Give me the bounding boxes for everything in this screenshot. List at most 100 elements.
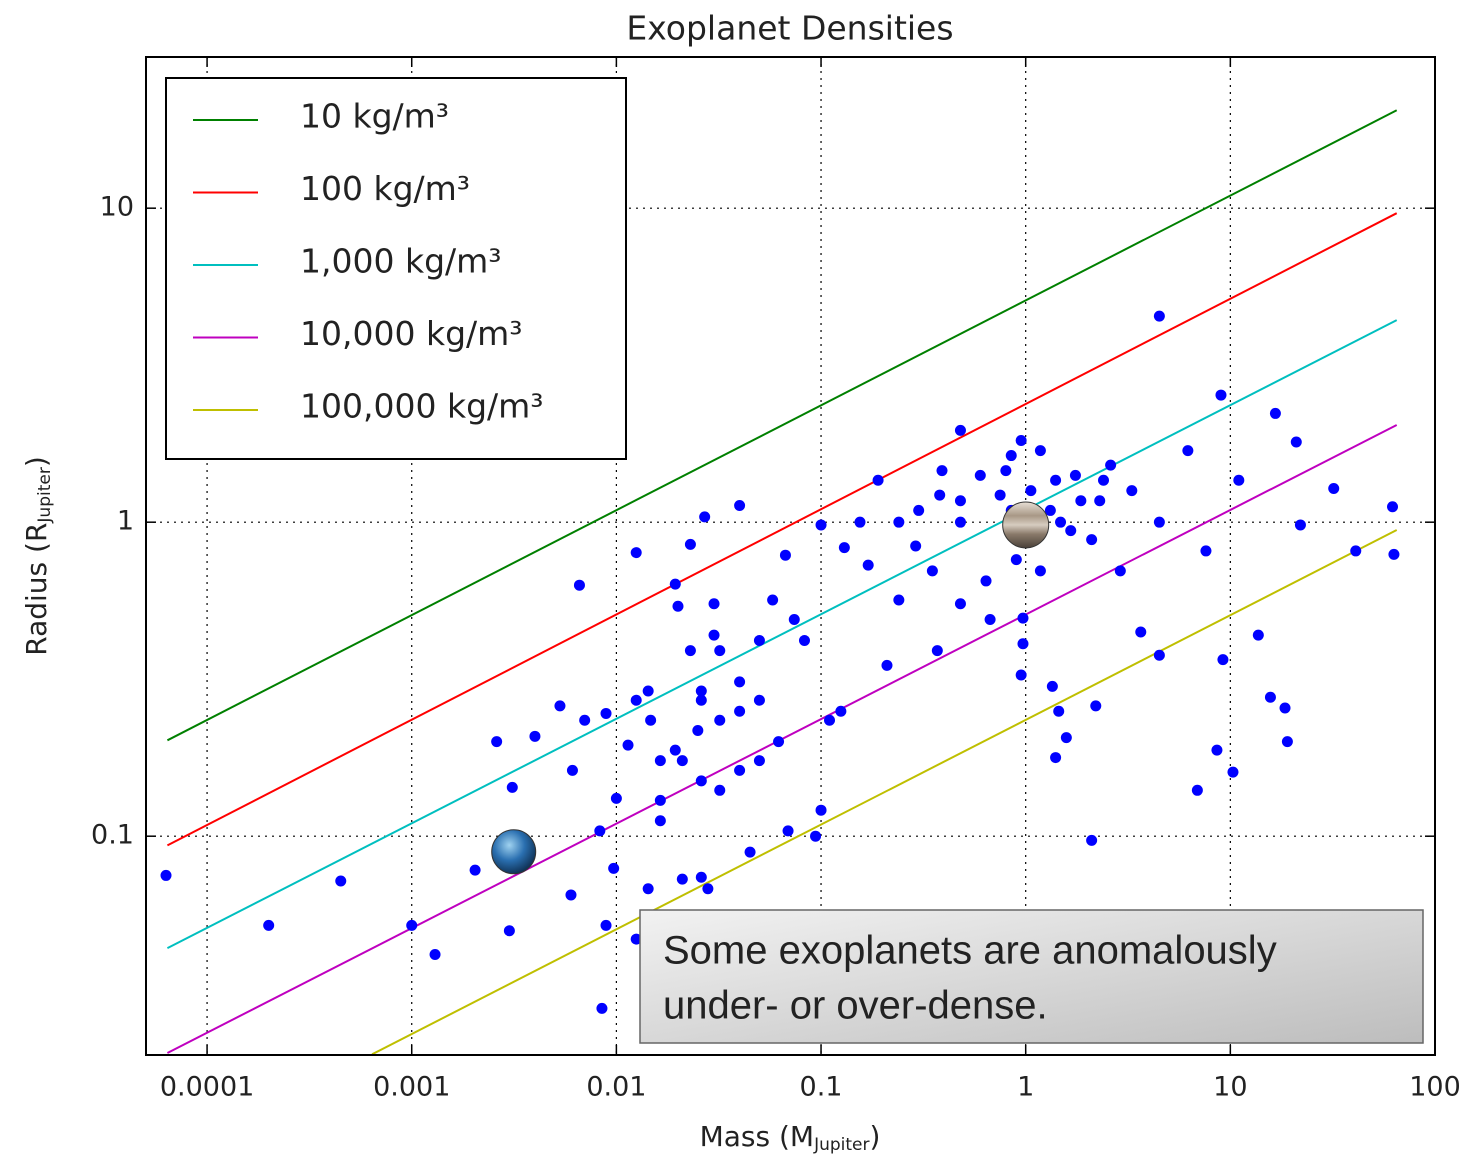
- planet-point: [596, 1002, 608, 1014]
- planet-point: [554, 700, 566, 712]
- planet-point: [734, 705, 746, 717]
- planet-point: [1252, 629, 1264, 641]
- planet-point: [872, 474, 884, 486]
- planet-point: [974, 469, 986, 481]
- planet-point: [676, 755, 688, 767]
- planet-point: [263, 919, 275, 931]
- planet-point: [767, 594, 779, 606]
- planet-point: [1153, 516, 1165, 528]
- planet-point: [645, 714, 657, 726]
- planet-point: [1269, 407, 1281, 419]
- planet-point: [654, 755, 666, 767]
- x-tick-label: 0.1: [800, 1072, 843, 1103]
- x-axis-label-main: Mass (M: [700, 1120, 814, 1153]
- x-axis-label-end: ): [869, 1120, 880, 1153]
- planet-point: [565, 889, 577, 901]
- planet-point: [893, 516, 905, 528]
- planet-point: [1264, 691, 1276, 703]
- planet-point: [881, 659, 893, 671]
- planet-point: [1015, 669, 1027, 681]
- y-tick-label: 0.1: [91, 820, 134, 851]
- planet-point: [695, 871, 707, 883]
- planet-point: [815, 519, 827, 531]
- planet-point: [695, 775, 707, 787]
- planet-point: [913, 504, 925, 516]
- planet-point: [573, 579, 585, 591]
- planet-point: [934, 489, 946, 501]
- planet-point: [160, 869, 172, 881]
- planet-point: [788, 613, 800, 625]
- annotation: Some exoplanets are anomalously under- o…: [639, 909, 1424, 1044]
- plot-area: [146, 57, 1435, 1055]
- planet-point: [695, 685, 707, 697]
- planet-point: [734, 764, 746, 776]
- planet-point: [1000, 465, 1012, 477]
- legend-label: 10 kg/m³: [300, 97, 449, 136]
- annotation-text: Some exoplanets are anomalously: [663, 929, 1277, 973]
- planet-point: [1387, 501, 1399, 513]
- x-tick-label: 1: [1017, 1072, 1034, 1103]
- planet-point: [1017, 612, 1029, 624]
- legend-label: 1,000 kg/m³: [300, 242, 502, 281]
- planet-point: [984, 613, 996, 625]
- planet-point: [600, 919, 612, 931]
- planet-point: [1233, 474, 1245, 486]
- density-line: [166, 109, 1398, 742]
- planet-point: [699, 511, 711, 523]
- planet-point: [1034, 445, 1046, 457]
- planet-point: [1350, 545, 1362, 557]
- planet-point: [1090, 700, 1102, 712]
- planet-point: [1050, 752, 1062, 764]
- planet-point: [1135, 626, 1147, 638]
- planet-point: [669, 578, 681, 590]
- planet-point: [862, 559, 874, 571]
- planet-point: [936, 465, 948, 477]
- planet-point: [1044, 504, 1056, 516]
- planet-point: [708, 598, 720, 610]
- x-tick-label: 100: [1409, 1072, 1461, 1103]
- legend-label: 10,000 kg/m³: [300, 314, 523, 353]
- y-axis-label-end: ): [20, 456, 53, 467]
- planet-point: [702, 883, 714, 895]
- legend-box: [165, 77, 627, 460]
- planet-point: [335, 875, 347, 887]
- planet-point: [608, 862, 620, 874]
- planet-point: [714, 714, 726, 726]
- planet-point: [714, 645, 726, 657]
- planet-point: [1034, 565, 1046, 577]
- planet-point: [931, 645, 943, 657]
- planet-point: [782, 825, 794, 837]
- planet-point: [1053, 705, 1065, 717]
- annotation-box: [639, 909, 1424, 1044]
- planet-point: [630, 547, 642, 559]
- planet-point: [1060, 732, 1072, 744]
- y-axis-label-sub: Jupiter: [35, 467, 55, 523]
- plot-frame: [145, 56, 1436, 1056]
- x-tick-label: 0.0001: [160, 1072, 254, 1103]
- axes: 0.0001 0.001 0.01 0.1 1 10 100 0.1 1 10: [91, 57, 1461, 1103]
- planet-point: [1281, 736, 1293, 748]
- planet-point: [753, 634, 765, 646]
- planet-point: [1065, 525, 1077, 537]
- planet-point: [1094, 495, 1106, 507]
- planet-point: [773, 736, 785, 748]
- planet-point: [815, 804, 827, 816]
- planet-point: [672, 600, 684, 612]
- planet-point: [1105, 459, 1117, 471]
- legend-label: 100 kg/m³: [300, 169, 470, 208]
- planet-point: [753, 694, 765, 706]
- planet-point: [753, 755, 765, 767]
- planet-point: [594, 825, 606, 837]
- planet-point: [980, 575, 992, 587]
- planet-point: [1211, 744, 1223, 756]
- chart-title: Exoplanet Densities: [626, 9, 953, 48]
- planet-point: [708, 629, 720, 641]
- legend: 10 kg/m³ 100 kg/m³ 1,000 kg/m³ 10,000 kg/m³…: [165, 77, 627, 460]
- planet-point: [1069, 469, 1081, 481]
- planet-point: [630, 694, 642, 706]
- planet-point: [714, 784, 726, 796]
- planet-point: [810, 830, 822, 842]
- density-line: [166, 319, 1398, 950]
- earth-marker: [491, 829, 537, 875]
